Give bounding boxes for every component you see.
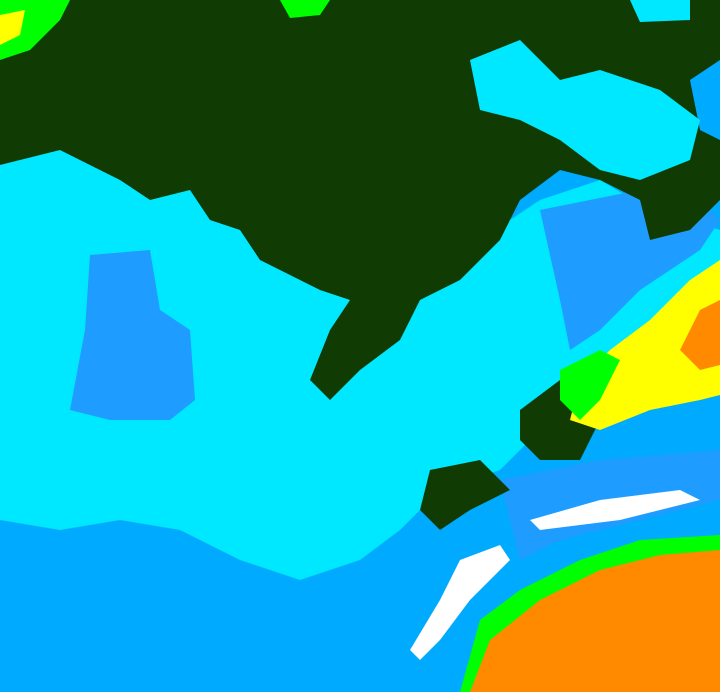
cyan-streaks-top [470,40,700,180]
white-streaks [410,490,700,660]
yellow-region [570,260,720,430]
blue-patch-left [70,250,195,420]
cyan-patch-top-right [630,0,690,22]
green-patch-top [280,0,330,18]
dark-green-islands [420,370,600,530]
yellow-corner-top-left [0,10,25,45]
green-ring [460,535,720,692]
orange-region [470,550,720,692]
green-edge [560,350,620,420]
orange-patch-right [680,300,720,370]
